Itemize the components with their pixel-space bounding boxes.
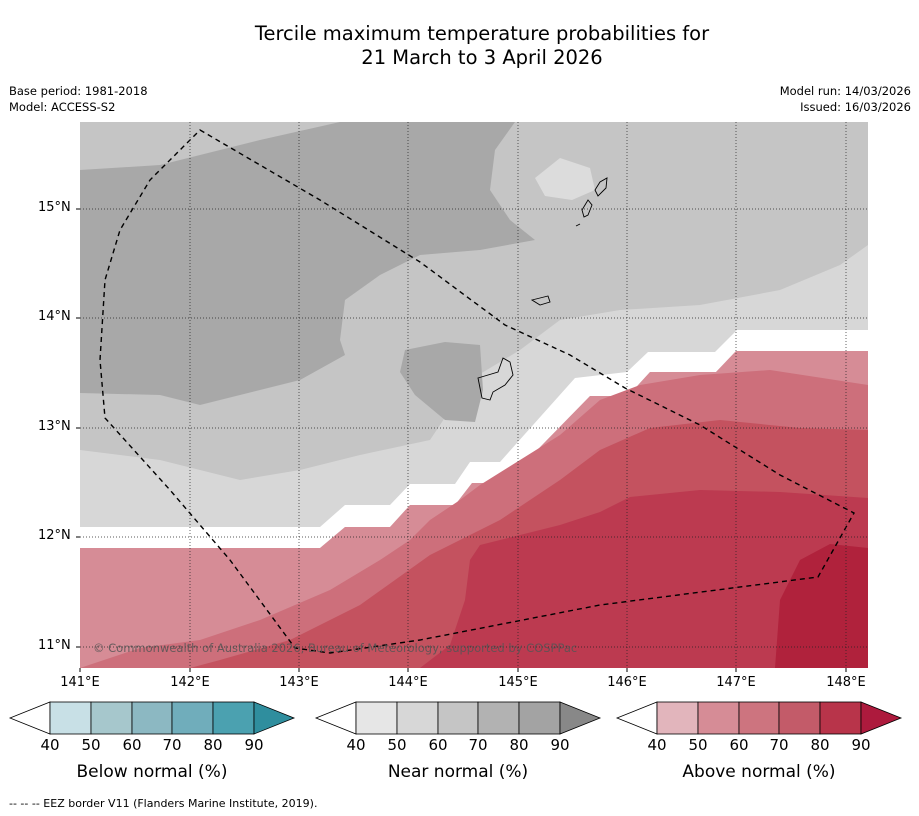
model-name: Model: ACCESS-S2 [9,100,116,114]
colorbar-above-normal [615,701,903,735]
title-line-2: 21 March to 3 April 2026 [361,46,603,69]
lat-label-11n: 11°N [38,638,71,653]
lon-label-143e: 143°E [279,675,319,690]
gridlines [80,122,868,668]
eez-footnote: -- -- -- EEZ border V11 (Flanders Marine… [9,797,318,810]
near-normal-70-region [80,122,535,405]
cb-near-tick-90: 90 [550,736,570,754]
lon-label-146e: 146°E [607,675,647,690]
near-normal-swatch-80-90 [518,701,561,735]
meta-left: Base period: 1981-2018 Model: ACCESS-S2 [9,83,148,115]
above-normal-swatch-80-90 [819,701,862,735]
cb-above-tick-90: 90 [851,736,871,754]
below-normal-swatch-80-90 [212,701,255,735]
cb-below-tick-50: 50 [81,736,101,754]
lon-label-144e: 144°E [388,675,428,690]
lat-label-14n: 14°N [38,309,71,324]
colorbar-near-normal [314,701,602,735]
colorbar-below-normal [8,701,296,735]
near-normal-swatch-over [559,701,602,735]
cb-above-tick-50: 50 [688,736,708,754]
cb-above-normal-label: Above normal (%) [682,762,836,782]
lon-label-142e: 142°E [170,675,210,690]
below-normal-swatch-50-60 [90,701,133,735]
lon-label-147e: 147°E [716,675,756,690]
guam-island [477,357,514,401]
cb-below-tick-60: 60 [122,736,142,754]
near-normal-70-blob [400,342,483,422]
meta-right: Model run: 14/03/2026 Issued: 16/03/2026 [780,83,911,115]
cb-near-normal-label: Near normal (%) [387,762,529,782]
lat-label-15n: 15°N [38,200,71,215]
probability-field [80,122,868,668]
below-normal-swatch-70-80 [171,701,214,735]
above-normal-swatch-40-50 [656,701,699,735]
near-normal-patch [535,158,595,200]
cb-near-tick-80: 80 [509,736,529,754]
cb-near-tick-40: 40 [346,736,366,754]
cb-near-tick-60: 60 [428,736,448,754]
below-normal-swatch-under [8,701,51,735]
near-normal-swatch-under [314,701,357,735]
near-normal-swatch-70-80 [477,701,520,735]
above-normal-swatch-under [615,701,658,735]
eez-border [99,129,855,654]
cb-above-tick-80: 80 [810,736,830,754]
cb-above-tick-60: 60 [729,736,749,754]
cb-below-tick-40: 40 [40,736,60,754]
near-normal-swatch-40-50 [355,701,398,735]
copyright-notice: © Commonwealth of Australia 2026, Bureau… [93,641,578,655]
cb-near-tick-50: 50 [387,736,407,754]
above-normal-swatch-50-60 [697,701,740,735]
below-normal-swatch-over [253,701,296,735]
cb-below-tick-90: 90 [244,736,264,754]
near-normal-swatch-50-60 [396,701,439,735]
above-normal-swatch-over [860,701,903,735]
axis-ticks [76,208,847,672]
above-normal-80-region [420,490,868,668]
above-normal-swatch-60-70 [738,701,780,735]
base-period: Base period: 1981-2018 [9,84,148,98]
below-normal-swatch-40-50 [49,701,92,735]
cb-near-tick-70: 70 [468,736,488,754]
lon-label-145e: 145°E [498,675,538,690]
aguijan-island [575,223,581,227]
rota-island [530,295,551,306]
title-line-1: Tercile maximum temperature probabilitie… [254,22,710,45]
lat-label-12n: 12°N [38,528,71,543]
near-normal-swatch-60-70 [437,701,479,735]
model-run: Model run: 14/03/2026 [779,84,911,98]
lat-label-13n: 13°N [38,419,71,434]
lon-label-141e: 141°E [60,675,100,690]
lon-label-148e: 148°E [826,675,866,690]
tinian-island [581,199,593,218]
cb-above-tick-40: 40 [647,736,667,754]
cb-below-tick-70: 70 [162,736,182,754]
below-normal-swatch-60-70 [131,701,173,735]
cb-below-normal-label: Below normal (%) [76,762,228,782]
issued-date: Issued: 16/03/2026 [800,100,911,114]
saipan-island [594,177,608,197]
cb-below-tick-80: 80 [203,736,223,754]
above-normal-swatch-70-80 [778,701,821,735]
map-title: Tercile maximum temperature probabilitie… [0,22,919,70]
above-normal-90-region [775,544,868,668]
cb-above-tick-70: 70 [769,736,789,754]
